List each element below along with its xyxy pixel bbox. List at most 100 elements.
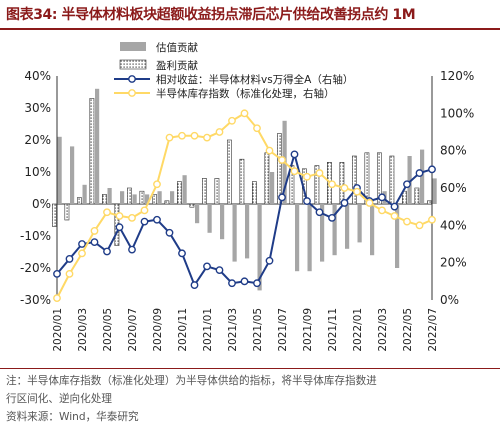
inventory-index-point <box>403 217 411 226</box>
valuation-bar <box>82 184 87 204</box>
x-tick-label: 2020/09 <box>152 308 164 352</box>
earnings-bar <box>252 181 257 205</box>
right-tick-label: 100% <box>440 106 474 120</box>
relative-return-point <box>403 180 411 189</box>
inventory-index-point <box>165 133 174 142</box>
inventory-index-point <box>53 294 61 303</box>
valuation-bar <box>270 172 275 204</box>
inventory-index-point <box>178 131 186 140</box>
valuation-bar <box>370 204 375 256</box>
x-tick-label: 2020/11 <box>177 308 189 352</box>
inventory-index-point <box>278 156 286 164</box>
right-tick-label: 60% <box>440 181 467 195</box>
relative-return-point <box>53 269 61 278</box>
valuation-bar <box>257 204 262 291</box>
right-tick-label: 40% <box>440 218 467 232</box>
relative-return-point <box>315 208 324 217</box>
earnings-bar <box>414 187 420 205</box>
valuation-bar <box>232 204 237 262</box>
note-line-2: 行区间化、逆向化处理 <box>6 393 112 405</box>
valuation-bar <box>245 204 250 259</box>
valuation-bar <box>420 149 425 204</box>
earnings-bar <box>401 190 407 205</box>
title-rule <box>0 28 500 30</box>
x-tick-label: 2022/01 <box>352 308 364 352</box>
relative-return-point <box>190 281 199 289</box>
inventory-index-point <box>190 131 199 140</box>
inventory-index-point <box>203 133 211 142</box>
earnings-bar <box>214 178 220 205</box>
right-tick-label: 20% <box>440 256 467 270</box>
valuation-bar <box>332 204 337 256</box>
relative-return-point <box>78 240 86 248</box>
inventory-index-point <box>253 124 261 133</box>
valuation-bar <box>395 204 400 268</box>
earnings-bar <box>426 200 432 205</box>
earnings-bar <box>376 152 382 205</box>
valuation-bar <box>195 204 200 224</box>
inventory-index-line <box>56 112 433 299</box>
inventory-index-point <box>128 213 136 222</box>
left-tick-label: 20% <box>24 133 51 147</box>
source-text: 资料来源：Wind，华泰研究 <box>6 411 139 423</box>
inventory-index-point <box>90 227 99 235</box>
valuation-bar <box>170 191 175 204</box>
earnings-bar <box>177 181 182 205</box>
relative-return-point <box>253 279 261 288</box>
inventory-index-point <box>153 180 161 189</box>
inventory-index-point <box>390 212 399 220</box>
x-tick-label: 2020/05 <box>102 308 114 352</box>
earnings-bar <box>139 190 145 205</box>
relative-return-point <box>303 197 311 205</box>
valuation-bar <box>132 194 137 204</box>
legend-relative-marker <box>128 75 136 83</box>
earnings-bar <box>51 203 57 227</box>
valuation-bar <box>120 191 125 204</box>
legend-inventory-label: 半导体库存指数（标准化处理，右轴） <box>156 87 335 100</box>
earnings-bar <box>164 200 170 205</box>
figure-title: 图表34: 半导体材料板块超额收益拐点滞后芯片供给改善拐点约 1M <box>6 7 416 23</box>
valuation-bar <box>70 146 75 204</box>
x-tick-label: 2021/01 <box>202 308 214 352</box>
inventory-index-point <box>290 167 299 176</box>
legend-relative-label: 相对收益：半导体材料vs万得全A（右轴） <box>156 73 353 86</box>
valuation-bar <box>295 204 300 272</box>
inventory-index-point <box>265 146 274 155</box>
earnings-bar <box>127 187 132 205</box>
left-tick-label: 40% <box>24 69 51 83</box>
x-tick-label: 2022/05 <box>402 308 414 352</box>
valuation-bar <box>145 194 150 204</box>
relative-return-point <box>215 266 224 275</box>
x-tick-label: 2020/07 <box>127 308 139 352</box>
valuation-bar <box>407 156 412 204</box>
inventory-index-point <box>353 187 361 196</box>
relative-return-point <box>90 238 99 247</box>
relative-return-point <box>390 202 399 211</box>
earnings-bar <box>339 162 345 205</box>
left-tick-label: 30% <box>24 101 51 115</box>
left-tick-label: -20% <box>20 261 51 275</box>
valuation-bar <box>107 188 112 204</box>
left-tick-label: 0% <box>32 197 51 211</box>
earnings-bar <box>227 139 232 205</box>
footer-rule <box>0 368 500 369</box>
x-tick-label: 2021/09 <box>302 308 314 352</box>
inventory-index-point <box>78 249 86 258</box>
inventory-index-point <box>115 212 124 220</box>
x-tick-label: 2021/05 <box>252 308 264 352</box>
x-tick-label: 2021/07 <box>277 308 289 352</box>
legend-inventory-marker <box>128 89 136 97</box>
earnings-bar <box>264 152 270 205</box>
earnings-bar <box>152 194 157 205</box>
relative-return-point <box>140 217 149 226</box>
x-tick-label: 2022/07 <box>427 308 439 352</box>
valuation-bar <box>57 136 62 204</box>
earnings-bar <box>314 165 320 205</box>
relative-return-point <box>178 249 186 258</box>
relative-return-point <box>428 165 436 174</box>
inventory-index-point <box>240 109 249 118</box>
valuation-bar <box>307 204 312 272</box>
earnings-bar <box>64 203 70 221</box>
inventory-index-point <box>415 221 424 230</box>
relative-return-point <box>153 215 161 224</box>
